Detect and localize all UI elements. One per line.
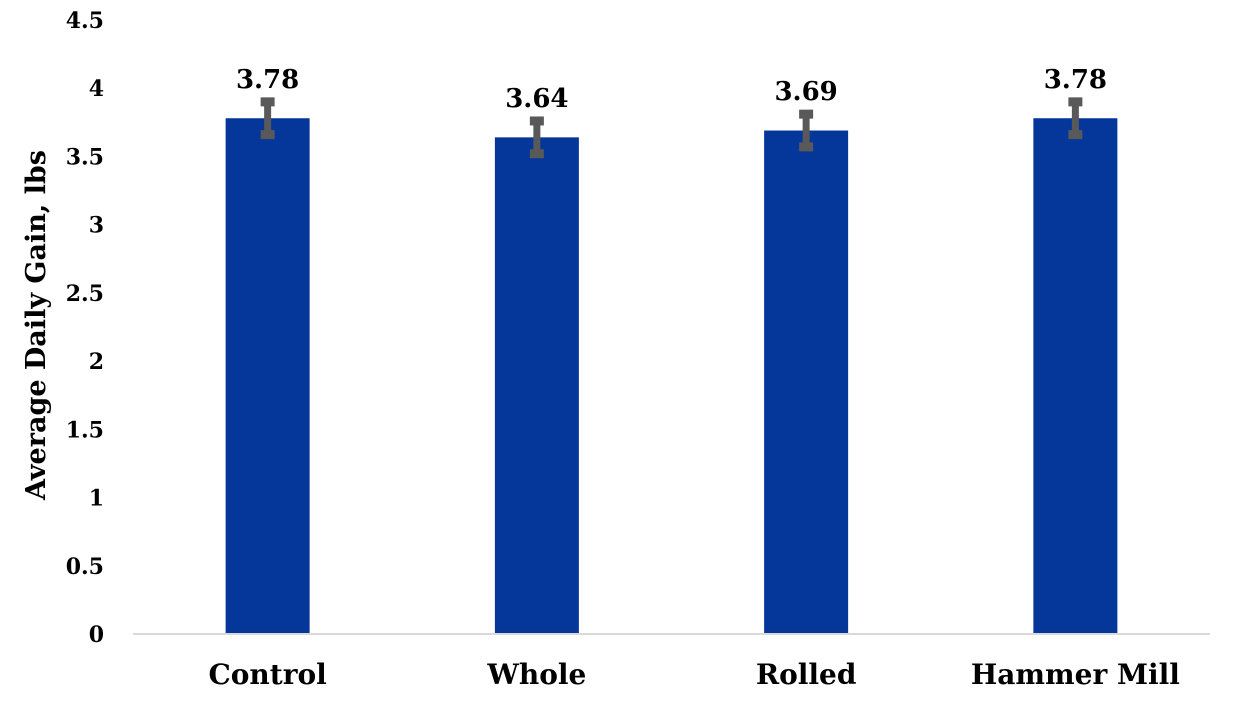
y-tick-label: 2 (89, 349, 104, 375)
y-axis-ticks: 0 0.5 1 1.5 2 2.5 3 3.5 4 4.5 (66, 8, 104, 648)
y-tick-label: 4 (89, 76, 104, 102)
y-tick-label: 0 (89, 622, 104, 648)
data-labels-group: 3.78 3.64 3.69 3.78 (236, 65, 1107, 114)
x-tick-label: Whole (486, 658, 586, 691)
x-axis-labels: Control Whole Rolled Hammer Mill (208, 658, 1179, 691)
error-bars-group (260, 97, 1083, 159)
y-axis-title-group: Average Daily Gain, lbs (21, 150, 52, 501)
y-tick-label: 1.5 (66, 417, 104, 443)
y-tick-label: 3 (89, 213, 104, 239)
y-axis-title: Average Daily Gain, lbs (21, 150, 52, 501)
x-tick-label: Hammer Mill (971, 658, 1180, 691)
x-tick-label: Rolled (756, 658, 857, 691)
data-label: 3.64 (505, 84, 568, 114)
data-label: 3.78 (1044, 65, 1107, 95)
data-label: 3.69 (774, 77, 837, 107)
bar (225, 118, 310, 635)
data-label: 3.78 (236, 65, 299, 95)
y-tick-label: 1 (89, 486, 104, 512)
bars-group (225, 118, 1118, 635)
y-tick-label: 0.5 (66, 554, 104, 580)
bar (764, 130, 849, 634)
y-tick-label: 3.5 (66, 144, 104, 170)
bar (494, 137, 579, 634)
x-tick-label: Control (208, 658, 326, 691)
bar (1033, 118, 1118, 635)
y-tick-label: 2.5 (66, 281, 104, 307)
y-tick-label: 4.5 (66, 8, 104, 34)
